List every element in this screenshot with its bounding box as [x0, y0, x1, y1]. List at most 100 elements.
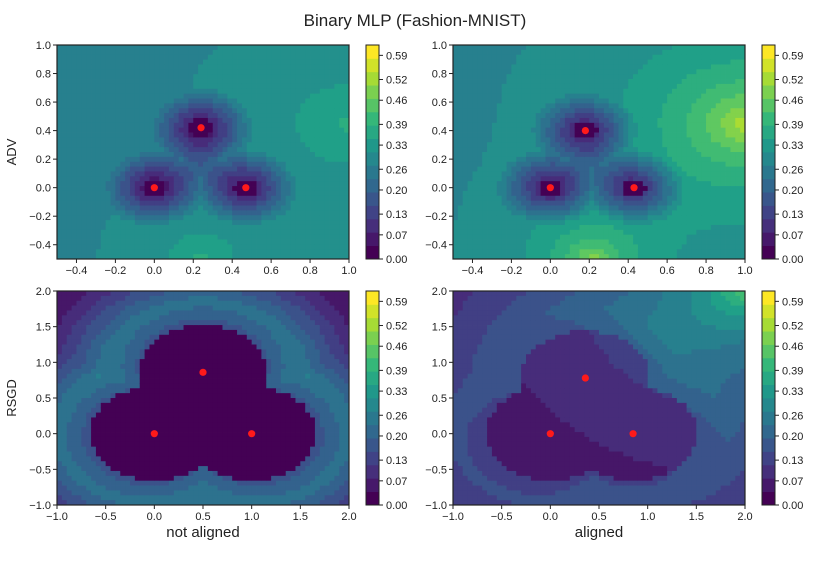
heatmap-cell: [115, 239, 121, 245]
heatmap-cell: [300, 69, 306, 75]
heatmap-cell: [159, 220, 165, 226]
heatmap-cell: [560, 45, 566, 51]
heatmap-cell: [540, 200, 546, 206]
heatmap-cell: [168, 49, 175, 56]
heatmap-cell: [618, 171, 624, 177]
heatmap-cell: [603, 122, 610, 129]
heatmap-cell: [574, 215, 580, 221]
heatmap-cell: [217, 152, 223, 158]
heatmap-cell: [71, 113, 77, 119]
heatmap-cell: [207, 176, 214, 182]
heatmap-cell: [516, 166, 522, 172]
heatmap-cell: [295, 137, 301, 143]
heatmap-cell: [603, 103, 610, 109]
heatmap-cell: [628, 83, 634, 90]
heatmap-cell: [329, 239, 335, 245]
heatmap-cell: [506, 142, 512, 148]
heatmap-cell: [271, 64, 277, 70]
heatmap-cell: [319, 220, 326, 226]
heatmap-cell: [618, 239, 624, 245]
heatmap-cell: [467, 98, 473, 104]
heatmap-cell: [261, 45, 267, 51]
heatmap-cell: [105, 234, 111, 240]
heatmap-cell: [280, 249, 287, 255]
heatmap-cell: [676, 147, 683, 153]
heatmap-cell: [305, 210, 311, 216]
heatmap-cell: [139, 239, 145, 245]
heatmap-cell: [91, 69, 97, 75]
heatmap-cell: [599, 244, 605, 250]
heatmap-cell: [530, 142, 537, 148]
heatmap-cell: [647, 108, 653, 114]
heatmap-cell: [696, 108, 702, 114]
heatmap-cell: [676, 113, 683, 119]
heatmap-cell: [594, 64, 600, 70]
heatmap-cell: [613, 249, 619, 255]
heatmap-cell: [76, 147, 82, 153]
heatmap-cell: [672, 215, 678, 221]
heatmap-cell: [324, 156, 330, 163]
heatmap-cell: [453, 171, 459, 177]
heatmap-cell: [623, 254, 629, 260]
heatmap-cell: [86, 234, 92, 240]
heatmap-cell: [266, 215, 272, 221]
heatmap-cell: [696, 79, 702, 85]
heatmap-cell: [501, 205, 507, 211]
heatmap-cell: [193, 152, 199, 158]
heatmap-cells: [453, 45, 746, 260]
heatmap-cell: [540, 176, 546, 182]
heatmap-cell: [594, 113, 600, 119]
heatmap-cell: [579, 69, 585, 75]
heatmap-cell: [164, 186, 170, 192]
heatmap-cell: [66, 113, 72, 119]
heatmap-cell: [280, 74, 287, 80]
heatmap-cell: [198, 190, 204, 197]
heatmap-cell: [462, 108, 468, 114]
heatmap-cell: [173, 88, 180, 95]
heatmap-cell: [482, 186, 488, 192]
heatmap-cell: [227, 103, 233, 109]
heatmap-cell: [86, 122, 92, 129]
heatmap-cell: [462, 113, 468, 119]
heatmap-cell: [300, 249, 306, 255]
heatmap-cell: [261, 239, 267, 245]
heatmap-cell: [305, 200, 311, 206]
heatmap-cell: [672, 142, 678, 148]
heatmap-cell: [521, 224, 527, 231]
heatmap-cell: [667, 181, 673, 187]
heatmap-cell: [530, 181, 537, 187]
heatmap-cell: [237, 132, 243, 138]
heatmap-cell: [100, 152, 107, 158]
heatmap-cell: [686, 224, 692, 231]
heatmap-cell: [530, 83, 537, 90]
heatmap-cell: [144, 45, 150, 51]
heatmap-cell: [496, 210, 503, 216]
heatmap-cell: [672, 147, 678, 153]
heatmap-cell: [564, 224, 571, 231]
heatmap-cell: [623, 83, 629, 90]
heatmap-cell: [526, 244, 532, 250]
heatmap-cell: [491, 210, 498, 216]
heatmap-cell: [667, 69, 673, 75]
heatmap-cell: [686, 132, 692, 138]
heatmap-cell: [496, 215, 503, 221]
heatmap-cell: [95, 49, 102, 56]
heatmap-cell: [579, 190, 585, 197]
heatmap-cell: [623, 59, 629, 65]
heatmap-cell: [100, 195, 107, 202]
heatmap-cell: [266, 113, 272, 119]
heatmap-cell: [164, 239, 170, 245]
heatmap-cell: [662, 103, 668, 109]
heatmap-cell: [506, 161, 512, 167]
heatmap-cell: [241, 190, 248, 197]
heatmap-cell: [246, 156, 253, 163]
heatmap-cell: [237, 215, 243, 221]
heatmap-cell: [193, 156, 199, 163]
heatmap-cell: [310, 69, 316, 75]
heatmap-cell: [115, 224, 121, 231]
heatmap-cell: [467, 186, 473, 192]
heatmap-cell: [105, 74, 111, 80]
heatmap-cell: [237, 156, 243, 163]
heatmap-cell: [599, 142, 605, 148]
heatmap-cell: [344, 113, 350, 119]
